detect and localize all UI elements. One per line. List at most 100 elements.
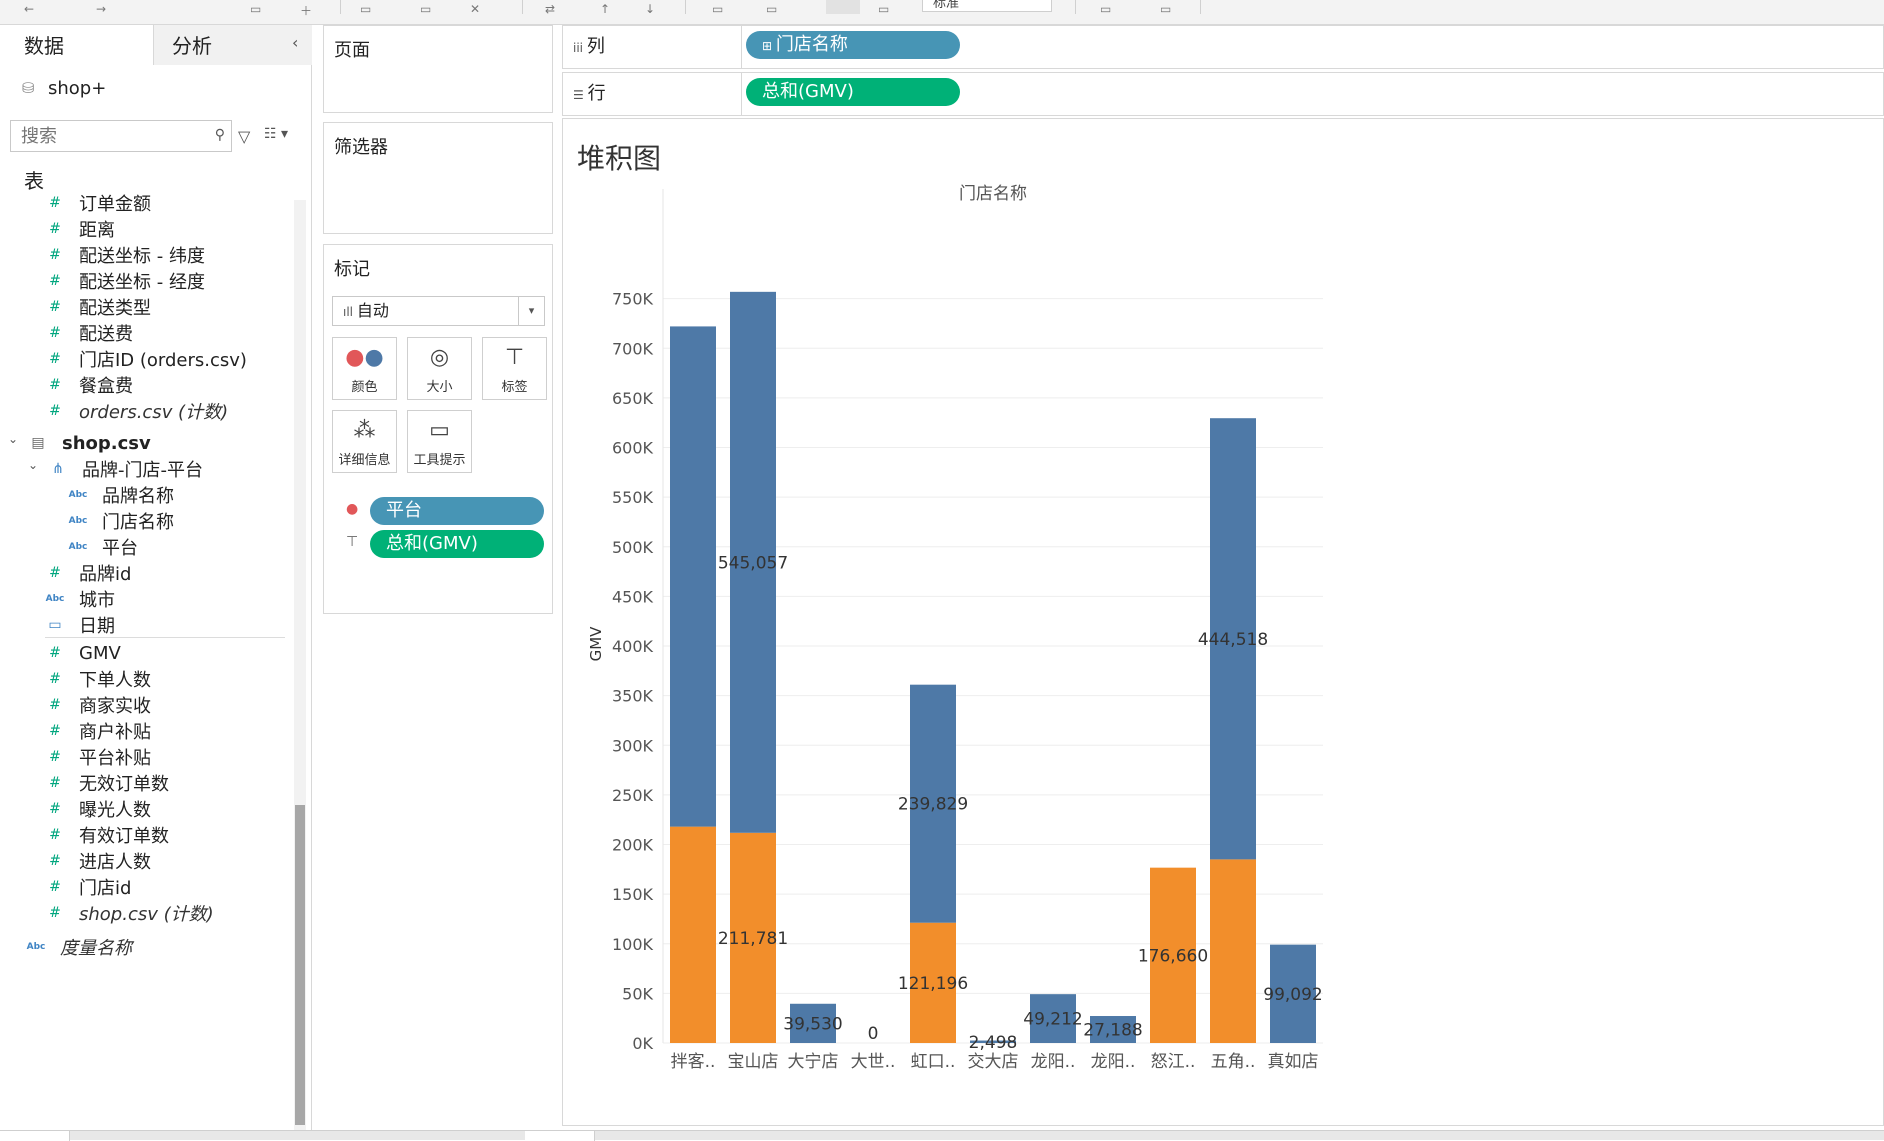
view-options-icon[interactable]: ☷ ▾ xyxy=(264,126,289,142)
clear-icon[interactable]: ▭ xyxy=(420,2,432,16)
data-label: 2,498 xyxy=(969,1033,1018,1053)
field-item[interactable]: ▭ 日期 xyxy=(0,610,290,640)
mark-type-dropdown[interactable]: ıll 自动 ▾ xyxy=(332,296,545,326)
chevron-down-icon[interactable]: ⌄ xyxy=(8,432,19,446)
label-pill-gmv[interactable]: 总和(GMV) xyxy=(370,530,544,558)
field-item[interactable]: # 品牌id xyxy=(0,558,290,588)
tab-data[interactable]: 数据 xyxy=(0,25,153,65)
filters-card[interactable]: 筛选器 xyxy=(323,122,553,234)
expand-icon[interactable]: ⊞ xyxy=(762,39,776,53)
field-item[interactable]: Abc 城市 xyxy=(0,584,290,614)
field-item[interactable]: # 配送类型 xyxy=(0,292,290,322)
field-item[interactable]: # 配送坐标 - 纬度 xyxy=(0,240,290,270)
toolbar: ← → ▭ ＋ ▭ ▭ ✕ ⇄ ↑ ↓ ▭ ▭ ▭ 标准 ▭ ▭ xyxy=(0,0,1884,25)
y-axis-label: GMV xyxy=(587,626,605,662)
new-sheet-icon[interactable]: ＋ xyxy=(300,4,313,18)
search-input[interactable] xyxy=(11,121,201,151)
hierarchy-item[interactable]: ⌄ ⋔ 品牌-门店-平台 xyxy=(0,454,290,484)
measure-count-item[interactable]: # shop.csv (计数) xyxy=(0,898,290,928)
columns-shelf[interactable]: iii 列 ⊞ 门店名称 xyxy=(562,25,1884,69)
measure-item[interactable]: # 下单人数 xyxy=(0,664,290,694)
datasource[interactable]: ⛁ shop+ xyxy=(22,73,106,103)
datasource-icon: ⛁ xyxy=(22,79,35,97)
show-cards-icon[interactable]: ▭ xyxy=(1100,2,1112,16)
sheet-tab-active[interactable] xyxy=(525,1131,595,1141)
measure-item[interactable]: # 有效订单数 xyxy=(0,820,290,850)
tab-analysis[interactable]: 分析 xyxy=(153,25,312,65)
measure-names-item[interactable]: Abc 度量名称 xyxy=(0,932,290,962)
field-item[interactable]: # 配送费 xyxy=(0,318,290,348)
field-item[interactable]: # 餐盒费 xyxy=(0,370,290,400)
sheet-tab[interactable] xyxy=(0,1131,70,1141)
measure-item[interactable]: # 无效订单数 xyxy=(0,768,290,798)
hierarchy-field[interactable]: Abc 品牌名称 xyxy=(0,480,290,510)
labels-icon[interactable] xyxy=(826,0,860,14)
swap-icon[interactable]: ⇄ xyxy=(545,2,556,16)
x-tick-label: 宝山店 xyxy=(728,1052,779,1072)
collapse-pane-icon[interactable]: ‹ xyxy=(292,33,299,52)
save-icon[interactable]: ▭ xyxy=(250,2,262,16)
bar-segment xyxy=(790,1003,836,1043)
measure-item[interactable]: # 商户补贴 xyxy=(0,716,290,746)
bar-segment xyxy=(1270,944,1316,1043)
hierarchy-field[interactable]: Abc 平台 xyxy=(0,532,290,562)
measure-item[interactable]: # 商家实收 xyxy=(0,690,290,720)
measure-icon: # xyxy=(49,299,61,315)
detail-label: 详细信息 xyxy=(338,453,391,468)
sort-asc-icon[interactable]: ↑ xyxy=(600,2,611,16)
columns-pill-store[interactable]: ⊞ 门店名称 xyxy=(746,31,960,59)
tooltip-button[interactable]: ▭ 工具提示 xyxy=(407,410,472,473)
hierarchy-field[interactable]: Abc 门店名称 xyxy=(0,506,290,536)
forward-icon[interactable]: → xyxy=(96,2,107,16)
y-tick-label: 600K xyxy=(612,439,654,458)
presentation-icon[interactable]: ▭ xyxy=(1160,2,1172,16)
field-item[interactable]: # 距离 xyxy=(0,214,290,244)
color-encoding-icon: ● xyxy=(346,501,359,517)
detail-button[interactable]: ⁂ 详细信息 xyxy=(332,410,397,473)
chevron-down-icon[interactable]: ▾ xyxy=(518,297,544,325)
field-label: 曝光人数 xyxy=(79,800,151,821)
back-icon[interactable]: ← xyxy=(24,2,35,16)
fix-axes-icon[interactable]: ▭ xyxy=(878,2,890,16)
table-shop-csv[interactable]: ⌄ ▤ shop.csv xyxy=(0,428,290,458)
field-label: 配送类型 xyxy=(79,298,151,319)
measure-item[interactable]: # 平台补贴 xyxy=(0,742,290,772)
rows-pill-gmv[interactable]: 总和(GMV) xyxy=(746,78,960,106)
measure-item[interactable]: # GMV xyxy=(0,638,290,668)
measure-item[interactable]: # 进店人数 xyxy=(0,846,290,876)
label-button[interactable]: ⊤ 标签 xyxy=(482,337,547,400)
measure-item[interactable]: # 曝光人数 xyxy=(0,794,290,824)
sort-desc-icon[interactable]: ↓ xyxy=(645,2,656,16)
field-item[interactable]: # 订单金额 xyxy=(0,188,290,218)
filter-icon[interactable]: ▽ xyxy=(238,127,251,146)
group-icon[interactable]: ▭ xyxy=(766,2,778,16)
highlight-icon[interactable]: ▭ xyxy=(712,2,724,16)
scrollbar-thumb[interactable] xyxy=(295,805,305,1125)
fit-dropdown[interactable]: 标准 xyxy=(922,0,1052,12)
field-divider xyxy=(45,637,285,638)
pages-card[interactable]: 页面 xyxy=(323,25,553,113)
y-tick-label: 150K xyxy=(612,885,654,904)
data-label: 545,057 xyxy=(718,553,788,573)
field-item[interactable]: # orders.csv (计数) xyxy=(0,396,290,426)
field-item[interactable]: # 门店ID (orders.csv) xyxy=(0,344,290,374)
measure-icon: # xyxy=(49,905,61,921)
field-label: 进店人数 xyxy=(79,852,151,873)
search-icon[interactable]: ⚲ xyxy=(214,127,225,143)
columns-shelf-label: iii 列 xyxy=(573,26,605,69)
rows-shelf[interactable]: ☰ 行 总和(GMV) xyxy=(562,72,1884,116)
field-item[interactable]: # 配送坐标 - 经度 xyxy=(0,266,290,296)
chevron-down-icon[interactable]: ⌄ xyxy=(28,458,39,472)
measure-icon: # xyxy=(49,221,61,237)
color-pill-platform[interactable]: 平台 xyxy=(370,497,544,525)
size-button[interactable]: ◎ 大小 xyxy=(407,337,472,400)
color-button[interactable]: ●● 颜色 xyxy=(332,337,397,400)
data-label: 49,212 xyxy=(1023,1010,1082,1030)
duplicate-icon[interactable]: ▭ xyxy=(360,2,372,16)
field-list-scrollbar[interactable] xyxy=(294,200,306,1140)
bar-segment xyxy=(730,291,776,833)
data-pane: 数据 分析 ‹ ⛁ shop+ ⚲ ▽ ☷ ▾ 表 # 订单金额 # 距离 # 配送坐标 … xyxy=(0,25,312,1140)
clear-sheet-icon[interactable]: ✕ xyxy=(470,2,481,16)
marks-title: 标记 xyxy=(334,259,370,280)
measure-item[interactable]: # 门店id xyxy=(0,872,290,902)
